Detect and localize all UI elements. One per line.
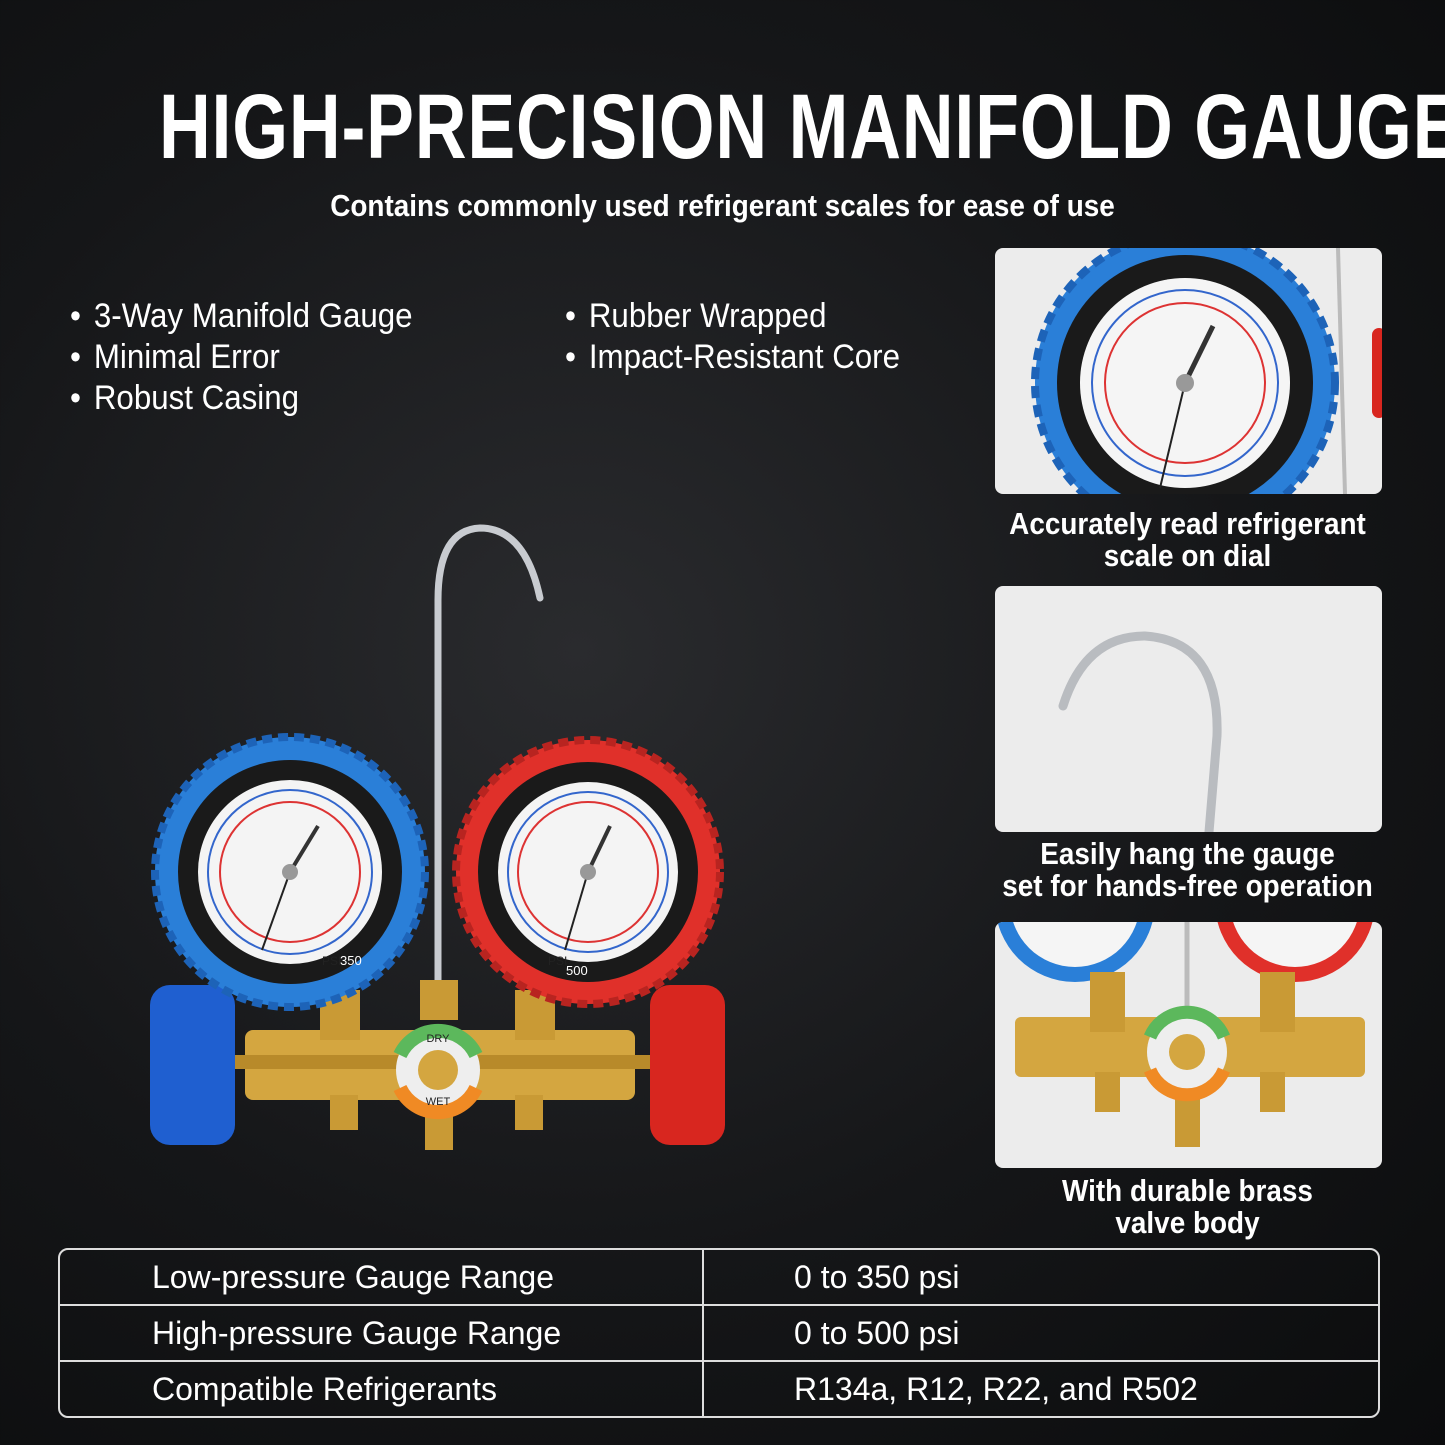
- high-pressure-gauge: PSI 500: [452, 736, 724, 1008]
- caption-line: scale on dial: [1103, 538, 1272, 573]
- caption-line: valve body: [1115, 1205, 1260, 1240]
- spec-value: R134a, R12, R22, and R502: [794, 1370, 1198, 1407]
- feature-list-right: Rubber Wrapped Impact-Resistant Core: [565, 296, 900, 378]
- spec-label: Low-pressure Gauge Range: [60, 1250, 704, 1306]
- caption-line: With durable brass: [1062, 1173, 1313, 1208]
- hook-caption: Easily hang the gauge set for hands-free…: [983, 838, 1393, 902]
- table-row: High-pressure Gauge Range 0 to 500 psi: [60, 1306, 1378, 1362]
- manifold-gauge-illustration: DRY WET PSI 350 PSI 500: [150, 524, 725, 1150]
- dial-caption: Accurately read refrigerant scale on dia…: [983, 508, 1393, 572]
- feature-item: Robust Casing: [70, 378, 413, 419]
- high-gauge-unit: PSI: [548, 954, 567, 968]
- spec-value: 0 to 350 psi: [704, 1250, 1378, 1306]
- spec-label: Compatible Refrigerants: [60, 1362, 704, 1416]
- page-title: HIGH-PRECISION MANIFOLD GAUGE: [158, 76, 1445, 178]
- spec-value: 0 to 500 psi: [704, 1306, 1378, 1362]
- table-row: Low-pressure Gauge Range 0 to 350 psi: [60, 1250, 1378, 1306]
- feature-item: Rubber Wrapped: [565, 296, 900, 337]
- spec-label: High-pressure Gauge Range: [60, 1306, 704, 1362]
- feature-list-left: 3-Way Manifold Gauge Minimal Error Robus…: [70, 296, 413, 419]
- hook-closeup-panel: [995, 586, 1382, 832]
- dial-closeup-image: [1031, 248, 1382, 494]
- low-pressure-gauge: PSI 350: [151, 733, 429, 1011]
- feature-item: Impact-Resistant Core: [565, 337, 900, 378]
- caption-line: Easily hang the gauge: [1040, 836, 1335, 871]
- table-row: Compatible Refrigerants R134a, R12, R22, …: [60, 1362, 1378, 1416]
- sight-glass-dry-label: DRY: [426, 1033, 450, 1045]
- sight-glass-wet-label: WET: [426, 1096, 451, 1108]
- low-gauge-max: 350: [340, 953, 362, 968]
- spec-table: Low-pressure Gauge Range 0 to 350 psi Hig…: [58, 1248, 1380, 1418]
- caption-line: set for hands-free operation: [1002, 868, 1373, 903]
- brass-closeup-image: [997, 922, 1373, 1147]
- feature-item: Minimal Error: [70, 337, 413, 378]
- hook-closeup-image: [1058, 631, 1222, 832]
- dial-closeup-panel: [995, 248, 1382, 494]
- low-gauge-unit: PSI: [322, 954, 341, 968]
- brass-caption: With durable brass valve body: [983, 1175, 1393, 1239]
- brass-closeup-panel: [995, 922, 1382, 1168]
- caption-line: Accurately read refrigerant: [1009, 506, 1366, 541]
- feature-item: 3-Way Manifold Gauge: [70, 296, 413, 337]
- high-gauge-max: 500: [566, 963, 588, 978]
- page-subtitle: Contains commonly used refrigerant scale…: [330, 188, 1115, 223]
